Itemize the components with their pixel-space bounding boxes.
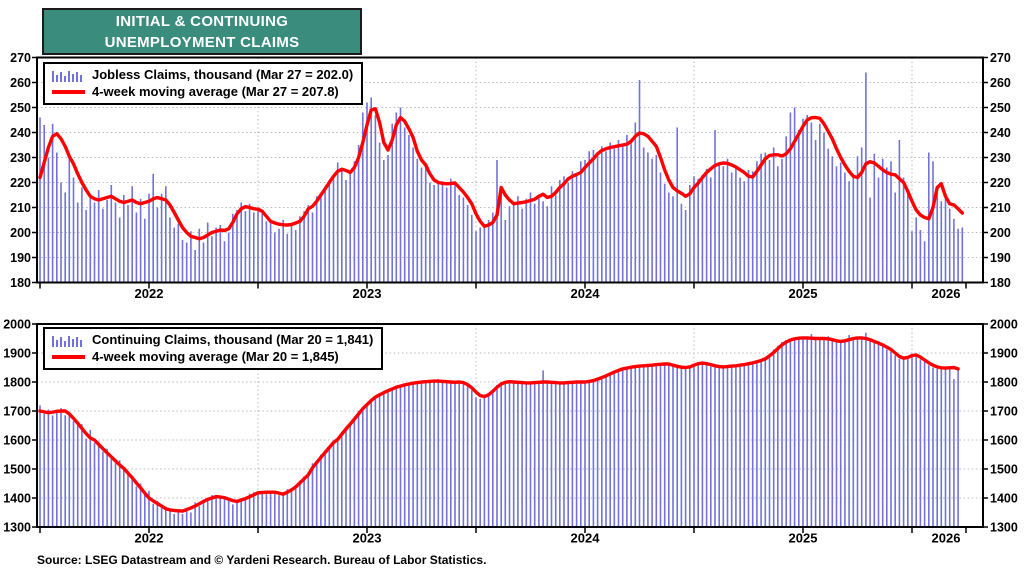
legend-row-bars: Continuing Claims, thousand (Mar 20 = 1,… [51,331,373,348]
axis-label: 260 [10,76,31,90]
axis-label: 200 [10,226,31,240]
axis-label: 2025 [789,531,818,546]
legend-label-jobless-claims: Jobless Claims, thousand (Mar 27 = 202.0… [92,67,354,82]
legend-row-ma: 4-week moving average (Mar 27 = 207.8) [51,83,353,100]
legend-initial-claims: Jobless Claims, thousand (Mar 27 = 202.0… [43,62,364,105]
axis-label: 1400 [3,491,31,505]
legend-row-ma: 4-week moving average (Mar 20 = 1,845) [51,348,373,365]
axis-label: 2023 [353,531,382,546]
axis-label: 260 [990,76,1011,90]
source-note: Source: LSEG Datastream and © Yardeni Re… [37,553,487,567]
axis-label: 220 [990,176,1011,190]
axis-label: 1300 [3,520,31,534]
axis-label: 1300 [990,520,1018,534]
axis-label: 190 [10,251,31,265]
axis-label: 1900 [3,346,31,360]
axis-label: 1700 [990,404,1018,418]
blue-bars-icon [51,68,85,82]
axis-label: 1500 [3,462,31,476]
axis-label: 180 [990,276,1011,290]
axis-label: 240 [10,126,31,140]
axis-label: 2024 [571,286,601,301]
axis-label: 1400 [990,491,1018,505]
axis-label: 180 [10,276,31,290]
axis-label: 250 [10,101,31,115]
legend-label-continuing-ma: 4-week moving average (Mar 20 = 1,845) [92,349,339,364]
axis-label: 2022 [135,531,164,546]
axis-label: 270 [990,51,1011,65]
axis-label: 2026 [932,531,961,546]
axis-label: 1900 [990,346,1018,360]
continuing-claims-bars [39,332,959,527]
axis-label: 2022 [135,286,164,301]
axis-label: 2000 [990,317,1018,331]
initial-claims-plot-frame [36,56,984,284]
axis-label: 2024 [571,531,601,546]
chart-title-line1: INITIAL & CONTINUING [115,12,289,30]
continuing-claims-plot-frame [36,323,984,528]
axis-label: 1700 [3,404,31,418]
chart-title-box: INITIAL & CONTINUING UNEMPLOYMENT CLAIMS [42,8,362,55]
red-line-icon [51,89,85,94]
continuing-claims-ma-line [38,336,960,513]
axis-label: 2023 [353,286,382,301]
continuing-claims-axis-ticks [32,323,988,533]
axis-label: 1600 [3,433,31,447]
axis-label: 1800 [3,375,31,389]
axis-label: 2025 [789,286,818,301]
axis-label: 210 [10,201,31,215]
axis-label: 270 [10,51,31,65]
axis-label: 200 [990,226,1011,240]
axis-label: 230 [10,151,31,165]
axis-label: 250 [990,101,1011,115]
axis-label: 220 [10,176,31,190]
axis-label: 240 [990,126,1011,140]
axis-label: 210 [990,201,1011,215]
axis-label: 230 [990,151,1011,165]
initial-claims-ma-line [38,107,964,241]
axis-label: 1800 [990,375,1018,389]
legend-label-continuing-claims: Continuing Claims, thousand (Mar 20 = 1,… [92,332,374,347]
red-line-icon [51,354,85,359]
axis-label: 190 [990,251,1011,265]
initial-claims-bars [39,72,964,283]
axis-label: 1600 [990,433,1018,447]
legend-row-bars: Jobless Claims, thousand (Mar 27 = 202.0… [51,66,353,83]
axis-label: 1500 [990,462,1018,476]
legend-continuing-claims: Continuing Claims, thousand (Mar 20 = 1,… [43,327,384,370]
chart-title-line2: UNEMPLOYMENT CLAIMS [104,33,300,51]
legend-label-jobless-ma: 4-week moving average (Mar 27 = 207.8) [92,84,339,99]
blue-bars-icon [51,333,85,347]
initial-claims-axis-ticks [32,56,988,289]
axis-label: 2026 [932,286,961,301]
axis-label: 2000 [3,317,31,331]
